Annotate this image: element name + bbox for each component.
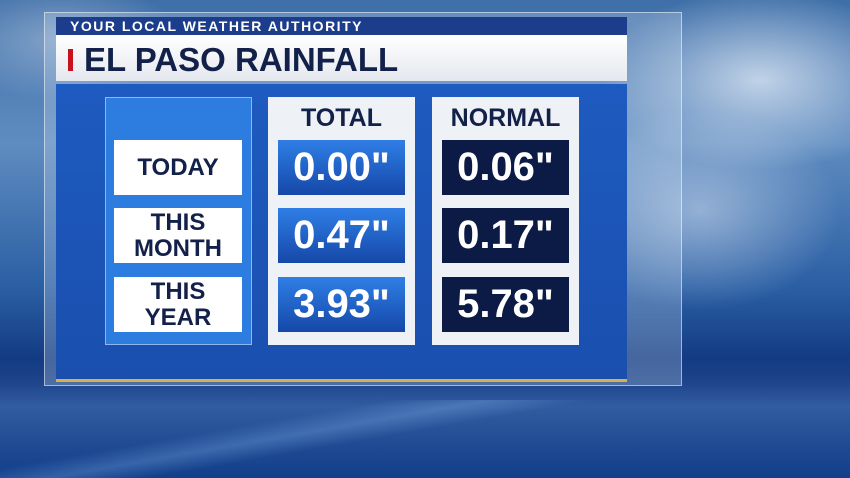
column-header: TOTAL	[300, 104, 382, 132]
row-label: TODAY	[114, 140, 242, 195]
title: EL PASO RAINFALL	[84, 41, 399, 78]
value-cell: 0.06"	[442, 140, 569, 195]
row-label: THIS YEAR	[114, 277, 242, 332]
value-cell: 0.47"	[278, 208, 405, 263]
value-cell: 0.00"	[278, 140, 405, 195]
value-cell: 5.78"	[442, 277, 569, 332]
title-bar: EL PASO RAINFALL	[56, 35, 627, 81]
value-cell: 3.93"	[278, 277, 405, 332]
floor-reflection	[0, 400, 850, 478]
value-cell: 0.17"	[442, 208, 569, 263]
row-label: THIS MONTH	[114, 208, 242, 263]
tagline: YOUR LOCAL WEATHER AUTHORITY	[56, 17, 627, 35]
accent	[68, 49, 73, 71]
column-header: NORMAL	[450, 104, 561, 132]
